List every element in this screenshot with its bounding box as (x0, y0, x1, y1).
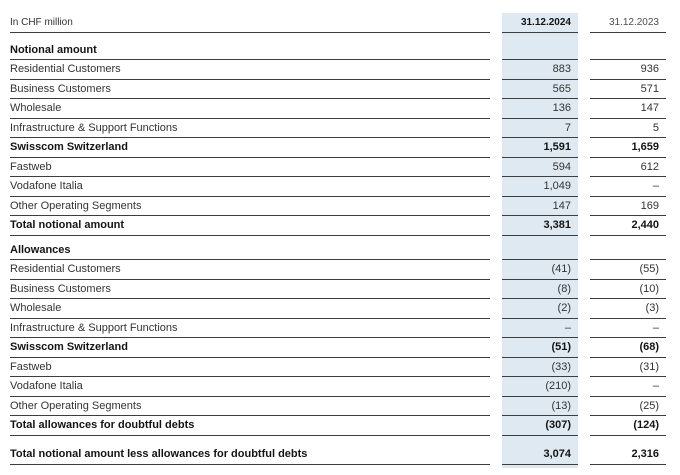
row-label: Infrastructure & Support Functions (10, 319, 490, 338)
value-2024-cell (502, 41, 578, 60)
value-2023-cell: 147 (590, 99, 666, 119)
value-2023-cell: (31) (590, 358, 666, 377)
table-body: Notional amount Residential Customers 883 9… (10, 33, 666, 465)
table-row: Other Operating Segments 147 169 (10, 197, 666, 216)
value-2024-cell: – (502, 319, 578, 338)
table-header-row: In CHF million 31.12.2024 31.12.2023 (10, 13, 666, 33)
value-2023-cell: 571 (590, 80, 666, 99)
value-2023-cell: 2,440 (590, 216, 666, 236)
section-header-row: Notional amount (10, 41, 666, 60)
value-2024-cell: (41) (502, 260, 578, 280)
value-2024-cell: (2) (502, 299, 578, 319)
subtotal-row: Total allowances for doubtful debts (307)… (10, 416, 666, 436)
value-2023-cell: 5 (590, 119, 666, 138)
value-2023-cell: 1,659 (590, 138, 666, 158)
value-2023-cell: – (590, 319, 666, 338)
row-label: Business Customers (10, 80, 490, 99)
row-label: Fastweb (10, 158, 490, 177)
subtotal-row: Swisscom Switzerland (51) (68) (10, 338, 666, 358)
value-2024-cell (502, 241, 578, 260)
value-2024-cell: (33) (502, 358, 578, 377)
unit-label: In CHF million (10, 13, 490, 33)
subtotal-row: Total notional amount 3,381 2,440 (10, 216, 666, 236)
table-row: Other Operating Segments (13) (25) (10, 397, 666, 416)
value-2023-cell: 2,316 (590, 445, 666, 465)
row-label: Other Operating Segments (10, 397, 490, 416)
value-2023-cell: – (590, 177, 666, 197)
row-label: Residential Customers (10, 60, 490, 80)
table-row: Wholesale 136 147 (10, 99, 666, 119)
value-2023-cell: (25) (590, 397, 666, 416)
table-row: Infrastructure & Support Functions 7 5 (10, 119, 666, 138)
row-label: Wholesale (10, 299, 490, 319)
value-2024-cell: 883 (502, 60, 578, 80)
value-2023-cell: (68) (590, 338, 666, 358)
value-2023-cell: 612 (590, 158, 666, 177)
value-2024-cell: 565 (502, 80, 578, 99)
grand-total-row: Total notional amount less allowances fo… (10, 445, 666, 465)
row-label: Vodafone Italia (10, 377, 490, 397)
section-header-row: Allowances (10, 241, 666, 260)
value-2023-cell (590, 241, 666, 260)
table-row: Fastweb (33) (31) (10, 358, 666, 377)
current-year-highlight-band (502, 13, 578, 468)
table-row: Residential Customers (41) (55) (10, 260, 666, 280)
subtotal-row: Swisscom Switzerland 1,591 1,659 (10, 138, 666, 158)
value-2024-cell: (307) (502, 416, 578, 436)
row-label: Allowances (10, 241, 490, 260)
value-2023-cell: (55) (590, 260, 666, 280)
row-label: Infrastructure & Support Functions (10, 119, 490, 138)
value-2024-cell: (51) (502, 338, 578, 358)
value-2024-cell: 1,049 (502, 177, 578, 197)
table-row: Business Customers 565 571 (10, 80, 666, 99)
table-row: Infrastructure & Support Functions – – (10, 319, 666, 338)
section-spacer (10, 33, 666, 41)
value-2024-cell: (8) (502, 280, 578, 299)
value-2024-cell: 136 (502, 99, 578, 119)
value-2023-cell: (3) (590, 299, 666, 319)
value-2024-cell: 147 (502, 197, 578, 216)
table-row: Business Customers (8) (10) (10, 280, 666, 299)
row-label: Fastweb (10, 358, 490, 377)
column-header-2024: 31.12.2024 (502, 13, 578, 33)
row-label: Notional amount (10, 41, 490, 60)
value-2024-cell: 3,074 (502, 445, 578, 465)
row-label: Total notional amount (10, 216, 490, 236)
row-label: Total allowances for doubtful debts (10, 416, 490, 436)
table-row: Residential Customers 883 936 (10, 60, 666, 80)
value-2024-cell: 1,591 (502, 138, 578, 158)
doubtful-debts-table: In CHF million 31.12.2024 31.12.2023 Not… (10, 13, 666, 468)
value-2024-cell: 594 (502, 158, 578, 177)
value-2023-cell (590, 41, 666, 60)
column-header-2023: 31.12.2023 (590, 13, 666, 33)
table-row: Vodafone Italia 1,049– (10, 177, 666, 197)
value-2023-cell: – (590, 377, 666, 397)
row-label: Business Customers (10, 280, 490, 299)
row-label: Wholesale (10, 99, 490, 119)
value-2024-cell: 3,381 (502, 216, 578, 236)
value-2024-cell: 7 (502, 119, 578, 138)
value-2024-cell: (210) (502, 377, 578, 397)
grand-total-spacer (10, 436, 666, 446)
value-2023-cell: 169 (590, 197, 666, 216)
row-label: Other Operating Segments (10, 197, 490, 216)
row-label: Vodafone Italia (10, 177, 490, 197)
table-row: Fastweb 594 612 (10, 158, 666, 177)
row-label: Swisscom Switzerland (10, 138, 490, 158)
value-2023-cell: (10) (590, 280, 666, 299)
row-label: Total notional amount less allowances fo… (10, 445, 490, 465)
value-2024-cell: (13) (502, 397, 578, 416)
table-row: Vodafone Italia (210) – (10, 377, 666, 397)
row-label: Swisscom Switzerland (10, 338, 490, 358)
row-label: Residential Customers (10, 260, 490, 280)
table-row: Wholesale (2) (3) (10, 299, 666, 319)
value-2023-cell: (124) (590, 416, 666, 436)
value-2023-cell: 936 (590, 60, 666, 80)
